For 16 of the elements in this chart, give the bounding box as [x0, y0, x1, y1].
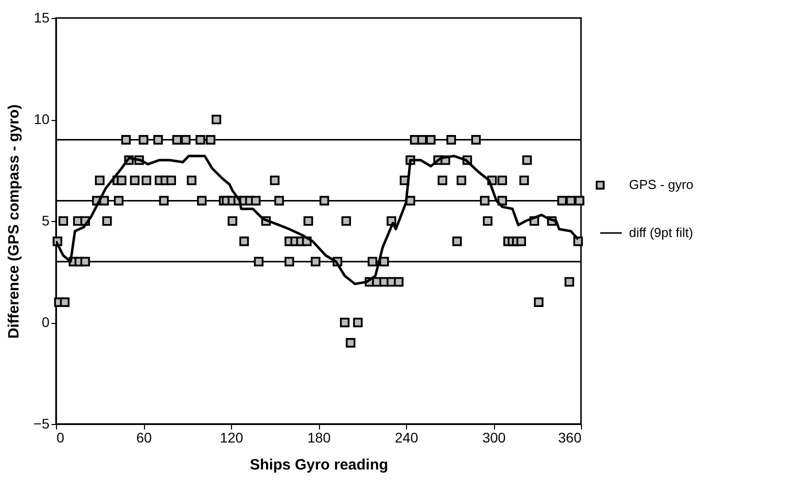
x-tick-label: 120 — [220, 430, 244, 446]
y-tick-label: −5 — [34, 416, 50, 432]
y-tick-label: 0 — [42, 314, 50, 330]
legend-label: GPS - gyro — [629, 177, 694, 192]
x-tick-label: 60 — [136, 430, 152, 446]
x-tick-label: 300 — [482, 430, 506, 446]
y-tick-label: 15 — [34, 10, 50, 26]
x-tick-label: 240 — [394, 430, 418, 446]
x-tick-label: 360 — [558, 430, 582, 446]
y-tick-label: 10 — [34, 111, 50, 127]
x-tick-label: 0 — [56, 430, 64, 446]
y-tick-label: 5 — [42, 212, 50, 228]
y-axis-title: Difference (GPS compass - gyro) — [6, 104, 23, 339]
x-tick-label: 180 — [307, 430, 331, 446]
x-axis-title: Ships Gyro reading — [250, 456, 388, 474]
legend-label: diff (9pt filt) — [629, 224, 694, 240]
